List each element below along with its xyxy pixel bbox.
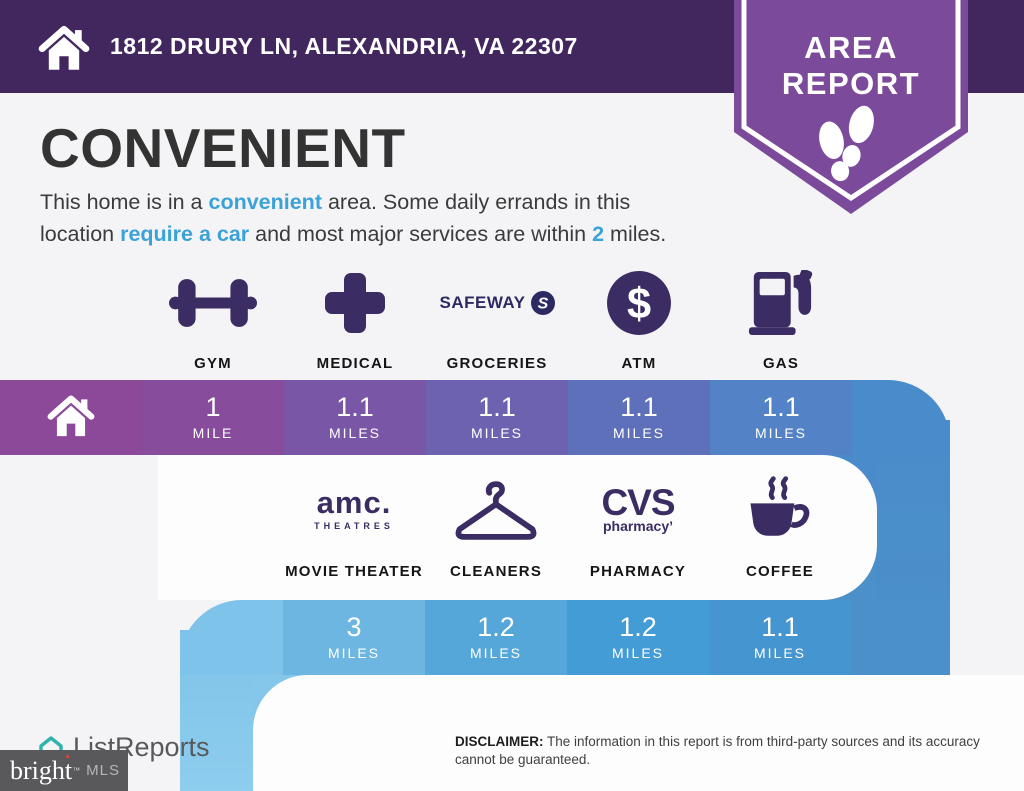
highlight-require-a-car: require a car (120, 222, 250, 247)
distance-value: 1.2 (477, 612, 515, 642)
distance-value: 1.1 (761, 612, 799, 642)
distance-band-top: 1 MILE 1.1 MILES 1.1 MILES 1.1 MILES 1.1… (0, 380, 950, 455)
cvs-wordmark: CVS (601, 482, 675, 524)
disclaimer-label: DISCLAIMER: (455, 734, 544, 749)
bottom-white-panel (253, 675, 1024, 791)
badge-line2: REPORT (782, 66, 920, 101)
bright-wordmark: bright ▲ (10, 751, 73, 785)
medical-cross-icon (323, 260, 387, 346)
band-cell-coffee: 1.1 MILES (709, 600, 851, 675)
band-curve-right (852, 380, 950, 455)
amenity-groceries: SAFEWAY S GROCERIES (426, 260, 568, 372)
summary-text: This home is in a convenient area. Some … (40, 186, 666, 251)
bright-mls-logo: bright ▲ ™ MLS (0, 750, 128, 791)
amenity-row-top: GYM MEDICAL SAFEWAY S GROCERIES (142, 260, 852, 372)
badge-line1: AREA (804, 30, 898, 65)
safeway-wordmark: SAFEWAY (439, 293, 526, 312)
property-address: 1812 DRURY LN, ALEXANDRIA, VA 22307 (110, 33, 578, 59)
gas-pump-icon (746, 260, 816, 346)
amenity-gym: GYM (142, 260, 284, 372)
amenity-pharmacy: CVS pharmacy’ PHARMACY (567, 468, 709, 580)
amenity-gas: GAS (710, 260, 852, 372)
amenity-label: CLEANERS (449, 563, 543, 580)
home-icon (38, 25, 90, 70)
area-report-badge: AREA REPORT (734, 0, 968, 214)
home-icon (46, 392, 96, 443)
svg-text:S: S (537, 296, 548, 313)
summary-line1: This home is in a convenient area. Some … (40, 190, 631, 214)
amenity-label: GYM (194, 355, 232, 372)
distance-band-bottom: 3 MILES 1.2 MILES 1.2 MILES 1.1 MILES (180, 600, 950, 675)
distance-value: 1.2 (619, 612, 657, 642)
band-cell-atm: 1.1 MILES (568, 380, 710, 455)
band-home-cell (0, 380, 142, 455)
trademark-symbol: ™ (72, 766, 81, 775)
band-cell-movie-theater: 3 MILES (283, 600, 425, 675)
band-cell-gym: 1 MILE (142, 380, 284, 455)
atm-dollar-icon: $ (606, 260, 672, 346)
amenity-label: PHARMACY (589, 563, 687, 580)
distance-unit: MILES (327, 645, 380, 661)
band-cell-gas: 1.1 MILES (710, 380, 852, 455)
hanger-icon (450, 468, 542, 554)
disclaimer-text: DISCLAIMER: The information in this repo… (455, 734, 980, 768)
page-title: CONVENIENT (40, 117, 406, 179)
amenity-cleaners: CLEANERS (425, 468, 567, 580)
amc-wordmark: amc. (316, 484, 392, 520)
dumbbell-icon (169, 260, 257, 346)
highlight-miles: 2 (592, 222, 605, 247)
coffee-cup-icon (740, 468, 820, 554)
distance-unit: MILE (192, 425, 234, 441)
distance-unit: MILES (328, 425, 381, 441)
amenity-coffee: COFFEE (709, 468, 851, 580)
svg-text:$: $ (627, 280, 651, 328)
distance-unit: MILES (469, 645, 522, 661)
distance-value: 1 (205, 392, 221, 422)
safeway-logo: SAFEWAY S (439, 260, 555, 346)
amc-theatres-text: THEATRES (314, 521, 394, 532)
cvs-logo: CVS pharmacy’ (601, 468, 675, 554)
distance-value: 1.1 (336, 392, 374, 422)
distance-unit: MILES (754, 425, 807, 441)
cvs-pharmacy-text: pharmacy’ (602, 517, 674, 534)
band-curve-left (180, 600, 283, 675)
amenity-label: ATM (621, 355, 657, 372)
amenity-label: GAS (762, 355, 800, 372)
amenity-label: MOVIE THEATER (285, 563, 423, 580)
summary-line2: location require a car and most major se… (40, 222, 667, 247)
highlight-convenient: convenient (208, 190, 322, 214)
amenity-label: MEDICAL (316, 355, 394, 372)
amenity-label: GROCERIES (446, 355, 548, 372)
distance-value: 1.1 (478, 392, 516, 422)
distance-unit: MILES (612, 425, 665, 441)
mls-text: MLS (86, 762, 120, 779)
distance-value: 3 (346, 612, 362, 642)
amc-logo: amc. THEATRES (314, 468, 394, 554)
bright-caret-icon: ▲ (64, 751, 72, 760)
band-cell-cleaners: 1.2 MILES (425, 600, 567, 675)
distance-unit: MILES (470, 425, 523, 441)
band-cell-groceries: 1.1 MILES (426, 380, 568, 455)
distance-value: 1.1 (762, 392, 800, 422)
footprints-icon (819, 105, 874, 182)
distance-value: 1.1 (620, 392, 658, 422)
amenity-movie-theater: amc. THEATRES MOVIE THEATER (283, 468, 425, 580)
band-cell-pharmacy: 1.2 MILES (567, 600, 709, 675)
band-cell-medical: 1.1 MILES (284, 380, 426, 455)
distance-unit: MILES (611, 645, 664, 661)
amenity-row-bottom: amc. THEATRES MOVIE THEATER CLEANERS CVS… (283, 468, 851, 580)
safeway-emblem-icon: S (530, 291, 555, 315)
amenity-atm: $ ATM (568, 260, 710, 372)
amenity-medical: MEDICAL (284, 260, 426, 372)
amenity-label: COFFEE (745, 563, 815, 580)
distance-unit: MILES (753, 645, 806, 661)
